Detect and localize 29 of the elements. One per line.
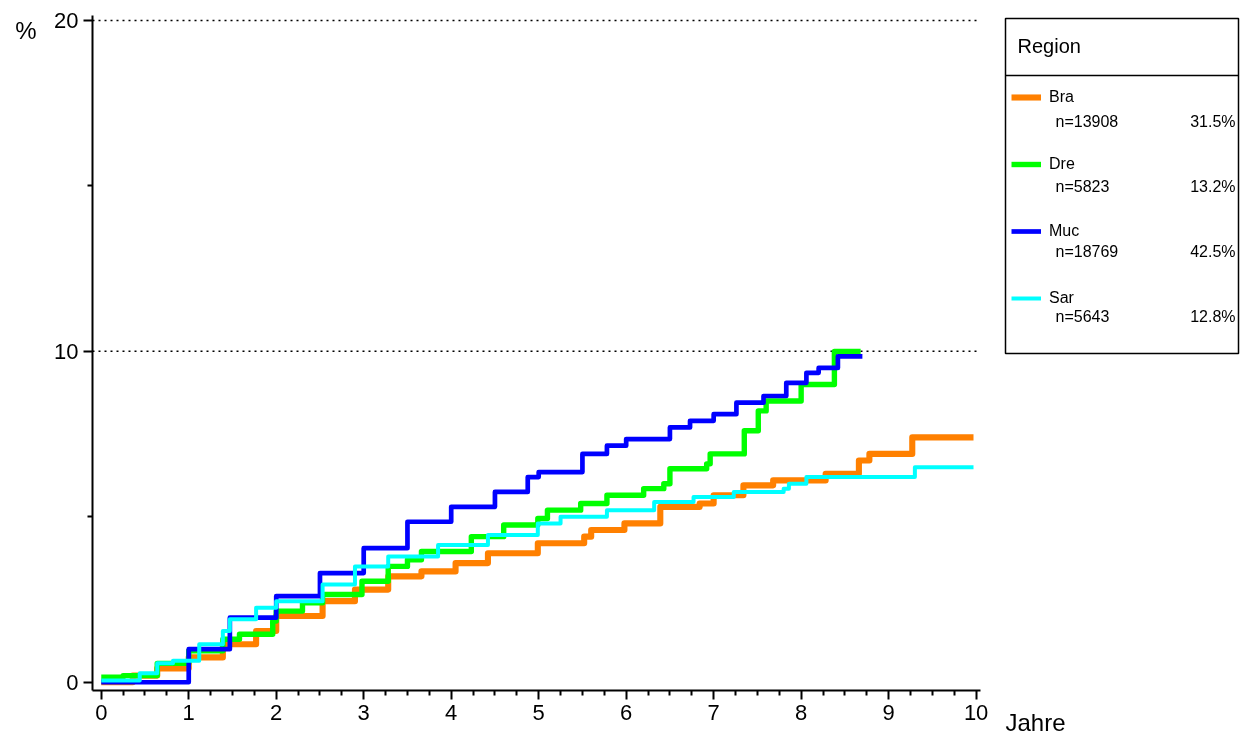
text: n=5823: [1055, 178, 1110, 195]
x-axis-title: Jahre: [1005, 709, 1066, 736]
x-tick-label: 1: [182, 699, 195, 725]
legend-label: Bra: [1049, 88, 1074, 106]
x-tick-label: 2: [270, 699, 283, 725]
x-tick-label: 7: [707, 699, 720, 725]
x-tick-label: 3: [357, 699, 370, 725]
x-tick-label: 6: [620, 699, 633, 725]
text: 13.2%: [1190, 178, 1236, 195]
legend-label: Sar: [1049, 289, 1074, 307]
x-tick-label: 4: [445, 699, 458, 725]
text: 12.8%: [1190, 308, 1236, 325]
legend-title: Region: [1017, 34, 1081, 57]
y-tick-label: 20: [54, 7, 79, 33]
y-tick-label: 10: [54, 338, 79, 364]
text: 31.5%: [1190, 113, 1236, 130]
x-tick-label: 8: [795, 699, 808, 725]
y-axis-title: %: [15, 17, 37, 44]
x-tick-label: 10: [963, 699, 989, 725]
y-tick-label: 0: [66, 669, 79, 695]
legend-label: Dre: [1049, 155, 1075, 173]
text: n=5643: [1055, 308, 1110, 325]
x-tick-label: 5: [532, 699, 545, 725]
legend-label: Muc: [1049, 222, 1080, 240]
text: n=18769: [1055, 243, 1119, 260]
text: n=13908: [1055, 113, 1119, 130]
text: 42.5%: [1190, 243, 1236, 260]
x-tick-label: 9: [882, 699, 895, 725]
x-tick-label: 0: [95, 699, 108, 725]
